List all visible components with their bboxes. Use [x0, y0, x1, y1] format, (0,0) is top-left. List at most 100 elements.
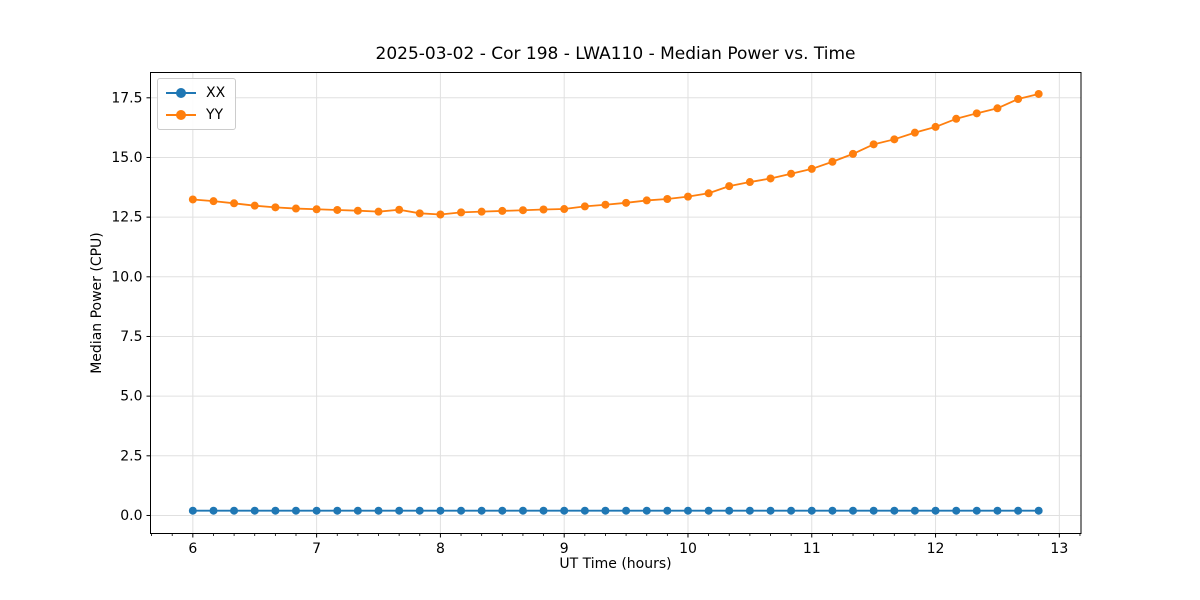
- series-marker-yy: [663, 194, 672, 203]
- x-axis-label: UT Time (hours): [559, 556, 672, 572]
- legend: XX YY: [157, 78, 237, 130]
- series-marker-xx: [271, 506, 280, 515]
- series-marker-yy: [787, 169, 796, 178]
- series-marker-yy: [271, 203, 280, 212]
- x-tick-label: 6: [188, 541, 197, 557]
- series-marker-xx: [869, 506, 878, 515]
- x-tick-label: 10: [679, 541, 697, 557]
- series-marker-xx: [848, 506, 857, 515]
- series-marker-xx: [745, 506, 754, 515]
- series-marker-yy: [353, 206, 362, 215]
- series-marker-xx: [230, 506, 239, 515]
- series-marker-yy: [312, 205, 321, 214]
- series-marker-xx: [539, 506, 548, 515]
- series-marker-yy: [807, 164, 816, 173]
- series-marker-xx: [683, 506, 692, 515]
- series-marker-yy: [848, 149, 857, 158]
- series-marker-xx: [333, 506, 342, 515]
- series-marker-yy: [436, 210, 445, 219]
- series-marker-xx: [415, 506, 424, 515]
- series-marker-yy: [188, 195, 197, 204]
- series-marker-yy: [828, 157, 837, 166]
- series-marker-xx: [498, 506, 507, 515]
- y-tick-label: 2.5: [120, 448, 142, 464]
- y-tick-label: 5.0: [120, 389, 142, 405]
- series-marker-xx: [436, 506, 445, 515]
- legend-item-xx: XX: [166, 84, 225, 102]
- series-marker-xx: [457, 506, 466, 515]
- series-marker-yy: [395, 205, 404, 214]
- x-tick-label: 7: [312, 541, 321, 557]
- series-marker-yy: [1014, 94, 1023, 103]
- x-tick-label: 9: [560, 541, 569, 557]
- series-marker-yy: [209, 197, 218, 206]
- legend-label-xx: XX: [206, 85, 226, 101]
- series-marker-yy: [230, 199, 239, 208]
- series-marker-xx: [622, 506, 631, 515]
- y-tick-label: 17.5: [111, 90, 142, 106]
- series-marker-xx: [1034, 506, 1043, 515]
- series-marker-yy: [291, 204, 300, 213]
- series-marker-xx: [910, 506, 919, 515]
- series-marker-xx: [1014, 506, 1023, 515]
- series-marker-yy: [622, 198, 631, 207]
- x-tick-label: 8: [436, 541, 445, 557]
- series-marker-yy: [498, 206, 507, 215]
- x-tick-label: 13: [1050, 541, 1068, 557]
- series-marker-xx: [395, 506, 404, 515]
- series-marker-yy: [642, 196, 651, 205]
- yy-marker-icon: [176, 110, 186, 120]
- series-marker-xx: [580, 506, 589, 515]
- series-marker-xx: [972, 506, 981, 515]
- series-marker-yy: [250, 201, 259, 210]
- series-marker-yy: [952, 114, 961, 123]
- series-marker-yy: [910, 128, 919, 137]
- y-tick-label: 12.5: [111, 210, 142, 226]
- y-tick-label: 10.0: [111, 269, 142, 285]
- x-tick-label: 11: [803, 541, 821, 557]
- y-tick-label: 15.0: [111, 150, 142, 166]
- plot-border: [150, 72, 1082, 534]
- series-marker-xx: [704, 506, 713, 515]
- series-marker-yy: [518, 206, 527, 215]
- series-marker-xx: [312, 506, 321, 515]
- series-marker-xx: [725, 506, 734, 515]
- chart-title: 2025-03-02 - Cor 198 - LWA110 - Median P…: [375, 44, 856, 64]
- series-marker-yy: [745, 178, 754, 187]
- legend-handle-xx: [166, 86, 196, 100]
- series-marker-yy: [725, 182, 734, 191]
- series-marker-xx: [993, 506, 1002, 515]
- series-marker-yy: [333, 205, 342, 214]
- series-marker-xx: [766, 506, 775, 515]
- series-marker-xx: [477, 506, 486, 515]
- series-marker-xx: [518, 506, 527, 515]
- legend-label-yy: YY: [206, 107, 224, 123]
- series-marker-xx: [291, 506, 300, 515]
- y-tick-label: 0.0: [120, 508, 142, 524]
- xx-marker-icon: [176, 88, 186, 98]
- y-tick-label: 7.5: [120, 329, 142, 345]
- series-marker-yy: [539, 205, 548, 214]
- series-marker-xx: [601, 506, 610, 515]
- series-marker-yy: [560, 205, 569, 214]
- series-marker-xx: [353, 506, 362, 515]
- series-marker-xx: [828, 506, 837, 515]
- series-marker-yy: [1034, 89, 1043, 98]
- series-marker-xx: [787, 506, 796, 515]
- series-marker-xx: [807, 506, 816, 515]
- y-axis-label: Median Power (CPU): [89, 232, 105, 374]
- series-line-yy: [191, 93, 1040, 216]
- x-tick-label: 12: [927, 541, 945, 557]
- series-marker-xx: [560, 506, 569, 515]
- series-marker-xx: [250, 506, 259, 515]
- series-marker-xx: [188, 506, 197, 515]
- series-marker-yy: [477, 207, 486, 216]
- series-marker-yy: [374, 207, 383, 216]
- series-marker-yy: [704, 189, 713, 198]
- series-marker-xx: [663, 506, 672, 515]
- series-marker-xx: [952, 506, 961, 515]
- series-marker-yy: [580, 202, 589, 211]
- series-marker-xx: [209, 506, 218, 515]
